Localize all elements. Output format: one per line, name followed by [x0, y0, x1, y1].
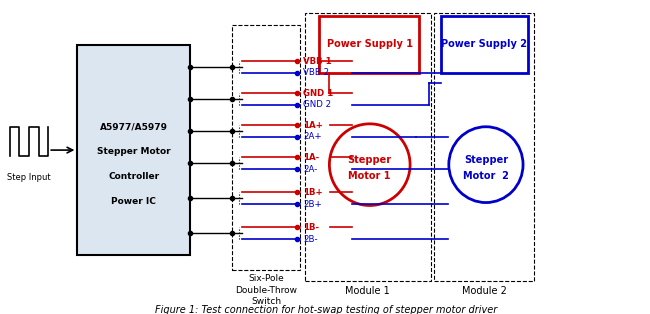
Text: Stepper: Stepper	[464, 155, 508, 165]
Text: Stepper: Stepper	[348, 155, 392, 165]
Ellipse shape	[330, 124, 410, 205]
Text: 2A+: 2A+	[304, 133, 322, 142]
Text: Controller: Controller	[108, 172, 159, 181]
Text: Stepper Motor: Stepper Motor	[97, 147, 170, 156]
Text: Figure 1: Test connection for hot-swap testing of stepper motor driver: Figure 1: Test connection for hot-swap t…	[155, 305, 497, 314]
Text: Step Input: Step Input	[7, 173, 51, 182]
Text: GND 1: GND 1	[304, 89, 333, 98]
Text: Module 2: Module 2	[462, 286, 506, 296]
Text: Power Supply 2: Power Supply 2	[441, 39, 527, 49]
Text: 2B-: 2B-	[304, 235, 318, 243]
Text: 1B+: 1B+	[304, 188, 323, 197]
Text: VBB 1: VBB 1	[304, 57, 332, 66]
Text: Double-Throw: Double-Throw	[235, 286, 298, 295]
Text: 1B-: 1B-	[304, 223, 319, 232]
Text: A5977/A5979: A5977/A5979	[100, 122, 168, 131]
Text: Power Supply 1: Power Supply 1	[327, 39, 413, 49]
Text: VBB 2: VBB 2	[304, 68, 330, 77]
Text: 1A+: 1A+	[304, 121, 323, 130]
Ellipse shape	[448, 127, 523, 203]
Text: Switch: Switch	[252, 297, 281, 306]
Text: Module 1: Module 1	[345, 286, 390, 296]
Text: Motor 1: Motor 1	[348, 171, 391, 181]
Text: Power IC: Power IC	[111, 197, 156, 206]
Text: 1A-: 1A-	[304, 153, 320, 162]
Text: 2B+: 2B+	[304, 199, 322, 208]
Text: 2A-: 2A-	[304, 165, 317, 174]
Text: GND 2: GND 2	[304, 100, 332, 109]
Text: Motor  2: Motor 2	[463, 171, 509, 181]
FancyBboxPatch shape	[77, 45, 190, 255]
Text: Six-Pole: Six-Pole	[248, 274, 284, 283]
